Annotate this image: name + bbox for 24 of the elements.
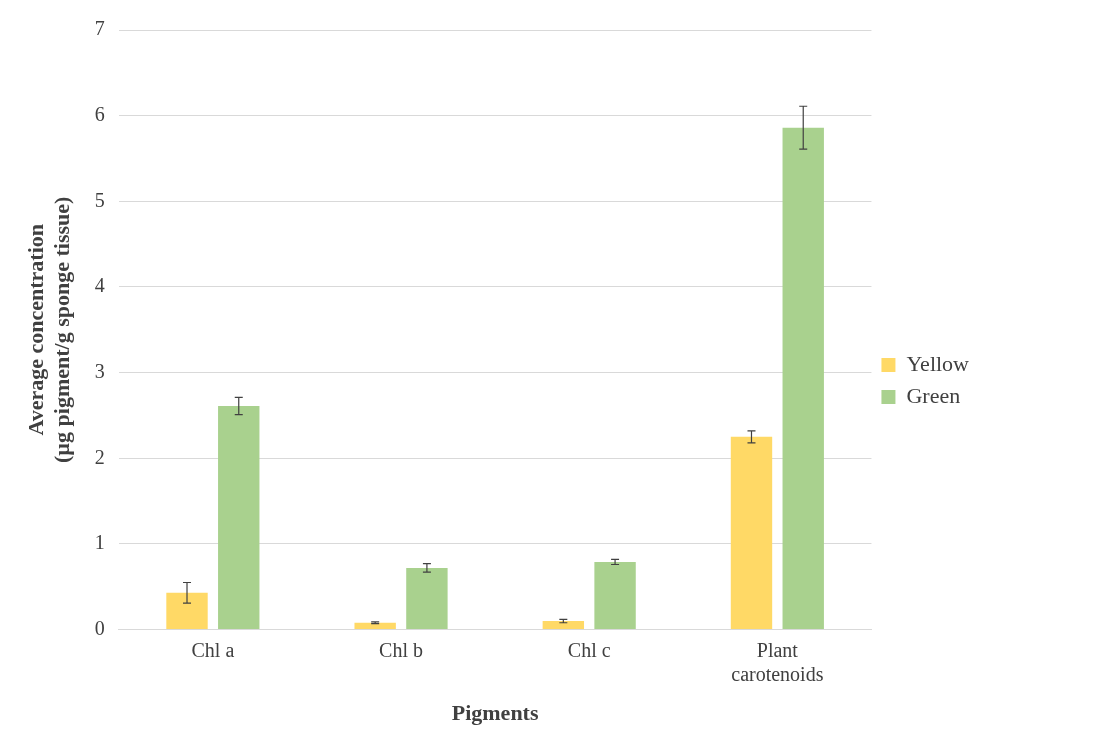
bar [354,622,396,630]
y-tick-label: 4 [94,274,105,297]
y-tick-label: 0 [94,616,105,639]
y-tick-label: 6 [94,102,105,125]
y-tick-label: 5 [94,188,105,211]
y-axis-title: Average concentration (µg pigment/g sponge tissue) [22,196,75,463]
bar [406,567,448,630]
bar [166,592,208,630]
legend-label: Green [906,382,961,408]
bar [218,406,260,630]
y-tick-label: 2 [94,445,105,468]
x-tick-label: Chl a [191,638,235,661]
bar [594,561,636,630]
x-tick-label: Plant carotenoids [731,638,824,685]
bar [542,621,585,630]
x-axis-title: Pigments [451,700,539,726]
bar [730,436,773,630]
y-tick-label: 1 [94,531,105,554]
bar [782,127,824,630]
x-tick-label: Chl c [567,638,611,661]
x-tick-label: Chl b [379,638,423,661]
y-tick-label: 3 [94,359,105,382]
y-tick-label: 7 [94,17,105,40]
legend-label: Yellow [906,350,970,376]
